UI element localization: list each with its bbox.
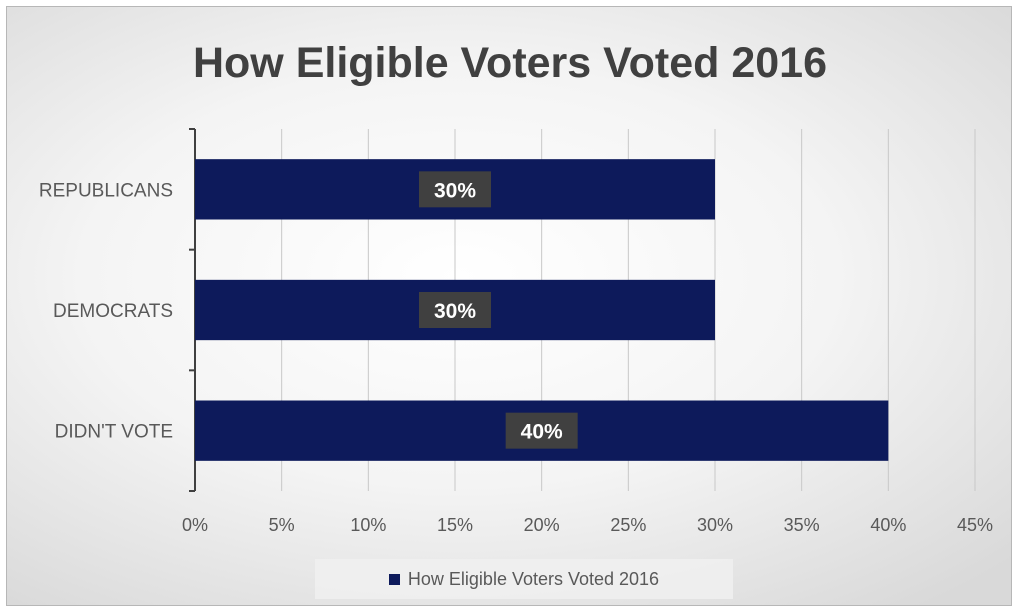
category-label: REPUBLICANS xyxy=(39,180,173,201)
category-label: DIDN'T VOTE xyxy=(55,422,173,443)
data-label-box xyxy=(419,292,491,328)
chart-frame: How Eligible Voters Voted 2016 0% 5% 10% 15… xyxy=(6,6,1012,606)
plot-area: 0% 5% 10% 15% 20% 25% 30% 35% 40% 45% REPUBLICANS 3… xyxy=(39,128,993,535)
data-label-box xyxy=(505,412,578,449)
data-label: 30% xyxy=(434,300,476,323)
data-label: 30% xyxy=(434,179,476,202)
x-tick-label: 35% xyxy=(784,515,820,535)
x-tick-label: 40% xyxy=(870,515,906,535)
x-tick-label: 5% xyxy=(269,515,295,535)
x-tick-label: 45% xyxy=(957,515,993,535)
x-tick-label: 15% xyxy=(437,515,473,535)
legend: How Eligible Voters Voted 2016 xyxy=(315,559,733,599)
legend-label: How Eligible Voters Voted 2016 xyxy=(407,568,660,589)
x-tick-label: 30% xyxy=(697,515,733,535)
chart-title: How Eligible Voters Voted 2016 xyxy=(192,39,828,87)
data-label-box xyxy=(419,171,491,208)
x-tick-label: 0% xyxy=(182,515,208,535)
data-label: 40% xyxy=(521,421,563,444)
x-tick-label: 20% xyxy=(524,515,560,535)
x-tick-label: 10% xyxy=(350,515,386,535)
category-label: DEMOCRATS xyxy=(53,301,173,322)
x-tick-label: 25% xyxy=(610,515,646,535)
legend-swatch xyxy=(388,573,400,585)
